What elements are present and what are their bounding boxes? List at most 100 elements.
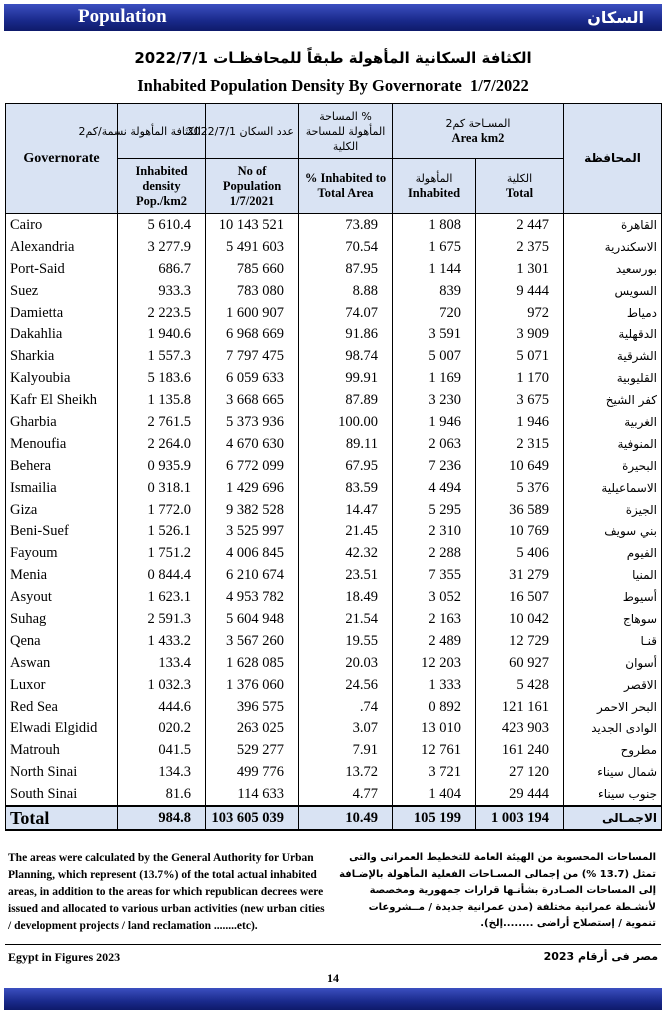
table-cell: 529 277	[205, 739, 299, 762]
table-cell: 041.5	[117, 739, 206, 762]
table-row: Alexandria 3 277.9 5 491 603 70.54 1 675 2 37…	[5, 235, 662, 258]
density-table: Governorate الكثافة المأهولة نسمة/كم2 عد…	[5, 103, 662, 832]
table-cell: 5 071	[475, 345, 564, 368]
table-row: North Sinai 134.3 499 776 13.72 3 721 27 120 ش…	[5, 761, 662, 784]
header-cell: الكثافة المأهولة نسمة/كم2	[78, 103, 206, 159]
table-cell: 1 946	[392, 411, 476, 433]
table-row: Luxor 1 032.3 1 376 060 24.56 1 333 5 428 الاق…	[5, 673, 662, 696]
header-text: المأهولة	[415, 172, 453, 185]
table-cell: 7.91	[298, 739, 393, 762]
table-cell: Cairo	[5, 213, 118, 236]
table-row: Red Sea 444.6 396 575.74 0 892 121 161 البحر …	[5, 695, 662, 718]
table-cell: 263 025	[205, 717, 299, 740]
header-cell: Inhabited density Pop./km2	[117, 158, 206, 214]
table-cell: 24.56	[298, 673, 393, 696]
table-cell: 6 772 099	[205, 454, 299, 477]
table-cell: 74.07	[298, 301, 393, 324]
note-en: The areas were calculated by the General…	[8, 852, 325, 932]
table-cell: Kalyoubia	[5, 367, 118, 390]
table-cell: 0 892	[392, 695, 476, 718]
table-cell: 1 404	[392, 783, 476, 807]
table-cell: دمياط	[563, 301, 662, 324]
table-cell: 1 772.0	[117, 498, 206, 521]
table-cell: 1 144	[392, 257, 476, 280]
table-cell: 0 935.9	[117, 454, 206, 477]
title-ar: الكثافة السكانية المأهولة طبقاً للمحافظـ…	[134, 49, 532, 67]
table-cell: 4 953 782	[205, 586, 299, 609]
table-cell: 1 946	[475, 411, 564, 433]
table-cell: 70.54	[298, 235, 393, 258]
header-text: المسـاحة كم2	[445, 117, 511, 130]
table-cell: 29 444	[475, 783, 564, 807]
header-text: الكلية	[506, 172, 533, 185]
table-cell: 18.49	[298, 586, 393, 609]
table-cell: 3.07	[298, 717, 393, 740]
table-cell: 4 670 630	[205, 432, 299, 455]
table-cell: 7 355	[392, 564, 476, 587]
header-cell: المحافظة	[563, 103, 662, 214]
table-cell: 5 428	[475, 673, 564, 696]
table-row: Giza 1 772.0 9 382 528 14.47 5 295 36 589 الجي…	[5, 498, 662, 521]
table-cell: .74	[298, 695, 393, 718]
table-cell: 60 927	[475, 651, 564, 674]
table-cell: Qena	[5, 629, 118, 652]
table-cell: الغربية	[563, 411, 662, 433]
table-cell: 36 589	[475, 498, 564, 521]
table-row: Dakahlia 1 940.6 6 968 669 91.86 3 591 3 909 ا…	[5, 323, 662, 346]
table-cell: Beni-Suef	[5, 520, 118, 543]
table-cell: 1 628 085	[205, 651, 299, 674]
table-row: Qena 1 433.2 3 567 260 19.55 2 489 12 729 قنـا	[5, 629, 662, 652]
table-cell: 8.88	[298, 279, 393, 302]
table-cell: 1 032.3	[117, 673, 206, 696]
table-cell: 1 376 060	[205, 673, 299, 696]
table-cell: 4.77	[298, 783, 393, 807]
table-row: Gharbia 2 761.5 5 373 936 100.00 1 946 1 946 ا…	[5, 411, 662, 433]
table-cell: 5 373 936	[205, 411, 299, 433]
table-cell: 5 604 948	[205, 608, 299, 630]
table-cell: 3 675	[475, 389, 564, 412]
table-cell: 2 315	[475, 432, 564, 455]
table-cell: 783 080	[205, 279, 299, 302]
table-cell: 5 183.6	[117, 367, 206, 390]
table-cell: 105 199	[392, 805, 476, 832]
table-cell: 134.3	[117, 761, 206, 784]
table-cell: 121 161	[475, 695, 564, 718]
table-cell: 13.72	[298, 761, 393, 784]
table-cell: 1 940.6	[117, 323, 206, 346]
table-cell: Dakahlia	[5, 323, 118, 346]
table-cell: 100.00	[298, 411, 393, 433]
table-row: Aswan 133.4 1 628 085 20.03 12 203 60 927 أسوا…	[5, 651, 662, 674]
table-cell: الاجمـالى	[563, 805, 662, 832]
table-cell: North Sinai	[5, 761, 118, 784]
table-cell: الفيوم	[563, 542, 662, 565]
table-cell: 83.59	[298, 476, 393, 499]
table-cell: 87.95	[298, 257, 393, 280]
footer-rule	[5, 944, 661, 945]
table-cell: 839	[392, 279, 476, 302]
table-cell: 20.03	[298, 651, 393, 674]
table-cell: 2 310	[392, 520, 476, 543]
table-cell: 2 264.0	[117, 432, 206, 455]
table-cell: البحيرة	[563, 454, 662, 477]
table-cell: 1 675	[392, 235, 476, 258]
table-row: Damietta 2 223.5 1 600 907 74.07 720 972 دمياط	[5, 301, 662, 324]
table-row: South Sinai 81.6 114 633 4.77 1 404 29 444 جنو…	[5, 783, 662, 807]
header-cell: Governorate	[5, 103, 118, 214]
table-cell: 14.47	[298, 498, 393, 521]
header-cell: المأهولة Inhabited	[392, 158, 476, 214]
table-cell: 2 375	[475, 235, 564, 258]
table-cell: 1 600 907	[205, 301, 299, 324]
table-cell: 21.54	[298, 608, 393, 630]
table-cell: 13 010	[392, 717, 476, 740]
table-cell: Gharbia	[5, 411, 118, 433]
table-cell: 5 376	[475, 476, 564, 499]
table-row: Kalyoubia 5 183.6 6 059 633 99.91 1 169 1 170…	[5, 367, 662, 390]
table-cell: 686.7	[117, 257, 206, 280]
table-cell: 1 003 194	[475, 805, 564, 832]
table-cell: 396 575	[205, 695, 299, 718]
table-row: Suez 933.3 783 080 8.88 839 9 444 السويس	[5, 279, 662, 302]
table-cell: Sharkia	[5, 345, 118, 368]
table-cell: 1 170	[475, 367, 564, 390]
table-cell: 1 135.8	[117, 389, 206, 412]
table-cell: 91.86	[298, 323, 393, 346]
